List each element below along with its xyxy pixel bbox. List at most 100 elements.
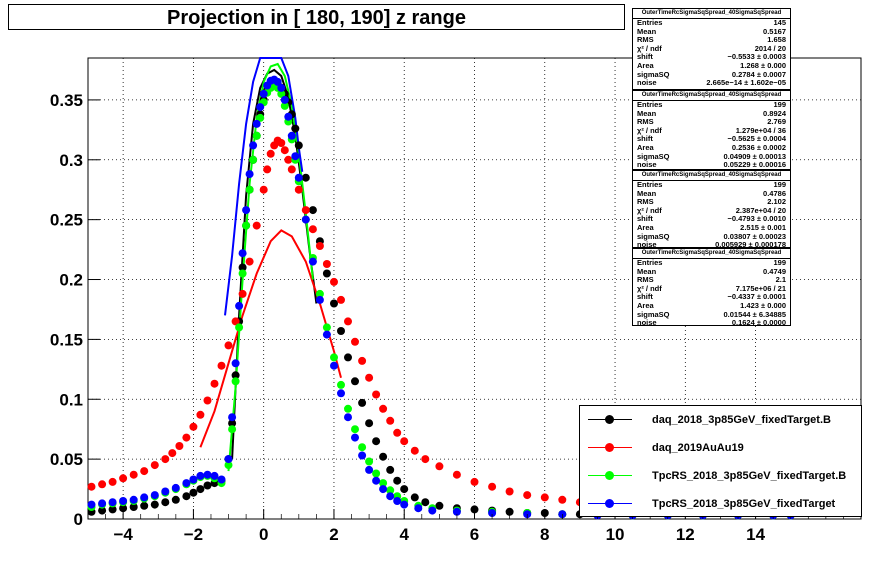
data-point: [196, 410, 205, 419]
stat-row: sigmaSQ 0.03807 ± 0.00023: [633, 231, 790, 242]
data-point: [203, 396, 212, 405]
stat-value: 0.05229 ± 0.00016: [723, 160, 786, 170]
data-point: [344, 413, 352, 422]
data-point: [189, 475, 198, 484]
stat-box-title: OuterTimeRcSigmaSqSpread_40SigmaSqSpread: [633, 171, 790, 181]
data-point: [87, 500, 96, 509]
data-point: [400, 485, 409, 494]
stat-row: Area 1.268 ± 0.000: [633, 60, 790, 71]
data-point: [256, 103, 265, 112]
data-point: [182, 492, 191, 501]
data-point: [337, 380, 345, 389]
stat-label: noise: [637, 78, 657, 88]
stat-row: shift −0.5533 ± 0.0003: [633, 53, 790, 62]
legend: daq_2018_3p85GeV_fixedTarget.B daq_2019Au…: [579, 405, 862, 517]
stat-label: χ² / ndf: [637, 125, 662, 135]
data-point: [231, 359, 240, 368]
data-point: [171, 495, 180, 504]
legend-label: TpcRS_2018_3p85GeV_fixedTarget.B: [652, 470, 847, 482]
legend-label: daq_2019AuAu19: [652, 442, 744, 454]
stat-value: 145: [773, 18, 786, 27]
stat-value: 2.1: [775, 275, 786, 285]
legend-marker: [605, 443, 614, 452]
data-point: [308, 206, 317, 215]
stat-row: Entries 199: [633, 100, 790, 110]
legend-entry: daq_2019AuAu19: [580, 434, 861, 462]
data-point: [291, 152, 300, 161]
data-point: [129, 503, 138, 511]
y-tick-label: 0.15: [50, 330, 83, 349]
data-point: [379, 479, 388, 488]
data-point: [235, 301, 244, 310]
data-point: [228, 419, 237, 428]
stat-label: RMS: [637, 117, 654, 127]
data-point: [182, 433, 191, 442]
y-tick-label: 0.35: [50, 91, 83, 110]
legend-marker: [605, 415, 614, 424]
stat-box-title: OuterTimeRcSigmaSqSpread_40SigmaSqSpread: [633, 91, 790, 101]
stat-row: shift −0.5625 ± 0.0004: [633, 135, 790, 144]
stat-label: Mean: [637, 188, 657, 198]
data-point: [252, 131, 261, 140]
data-point: [365, 373, 374, 382]
stat-box: OuterTimeRcSigmaSqSpread_40SigmaSqSpread…: [632, 8, 791, 90]
stat-value: 1.658: [767, 35, 786, 45]
data-point: [140, 493, 149, 502]
data-point: [249, 155, 258, 164]
data-point: [171, 483, 180, 492]
data-point: [242, 206, 251, 215]
data-point: [505, 507, 514, 516]
data-point: [351, 433, 359, 442]
stat-value: 0.1624 ± 0.0000: [731, 318, 786, 328]
stat-label: Area: [637, 300, 654, 310]
legend-marker: [605, 471, 614, 480]
data-point: [337, 295, 345, 304]
stat-row: noise 0.1624 ± 0.0000: [633, 319, 790, 328]
stat-value: 0.5167: [763, 26, 786, 36]
data-point: [256, 113, 265, 122]
legend-label: daq_2018_3p85GeV_fixedTarget.B: [652, 414, 831, 426]
x-tick-label: 8: [540, 525, 549, 544]
stat-value: 0.2784 ± 0.0007: [731, 69, 786, 79]
data-point: [161, 487, 170, 496]
stat-row: sigmaSQ 0.2784 ± 0.0007: [633, 69, 790, 80]
data-point: [372, 437, 381, 446]
data-point: [217, 361, 226, 370]
stat-row: Mean 0.4749: [633, 266, 790, 277]
data-point: [386, 465, 395, 474]
data-point: [217, 475, 226, 484]
data-point: [379, 452, 388, 461]
stat-box-title: OuterTimeRcSigmaSqSpread_40SigmaSqSpread: [633, 9, 790, 19]
data-point: [435, 462, 444, 471]
stat-value: 0.005929 ± 0.000178: [715, 240, 786, 250]
data-point: [224, 461, 233, 470]
data-point: [284, 112, 293, 121]
stat-label: shift: [637, 52, 653, 62]
data-point: [189, 422, 198, 431]
data-point: [322, 269, 331, 278]
data-point: [372, 476, 381, 485]
stat-value: 0.04909 ± 0.00013: [723, 151, 786, 161]
x-tick-label: 0: [259, 525, 268, 544]
data-point: [231, 317, 240, 326]
data-point: [196, 485, 205, 494]
data-point: [182, 479, 191, 488]
data-point: [540, 493, 549, 502]
stat-label: χ² / ndf: [637, 43, 662, 53]
data-point: [308, 225, 317, 234]
data-point: [315, 242, 324, 250]
stat-label: sigmaSQ: [637, 231, 670, 241]
data-point: [161, 498, 170, 507]
stat-value: 1.268 ± 0.000: [740, 60, 786, 70]
stat-value: 7.175e+06 / 21: [735, 283, 786, 293]
stat-label: Mean: [637, 266, 657, 276]
data-point: [277, 83, 286, 92]
data-point: [280, 146, 289, 155]
data-point: [379, 485, 388, 494]
stat-row: χ² / ndf 2014 / 20: [633, 43, 790, 54]
data-point: [119, 497, 128, 505]
data-point: [252, 221, 261, 230]
data-point: [277, 139, 286, 147]
data-point: [358, 451, 367, 460]
stat-row: shift −0.4793 ± 0.0010: [633, 215, 790, 224]
